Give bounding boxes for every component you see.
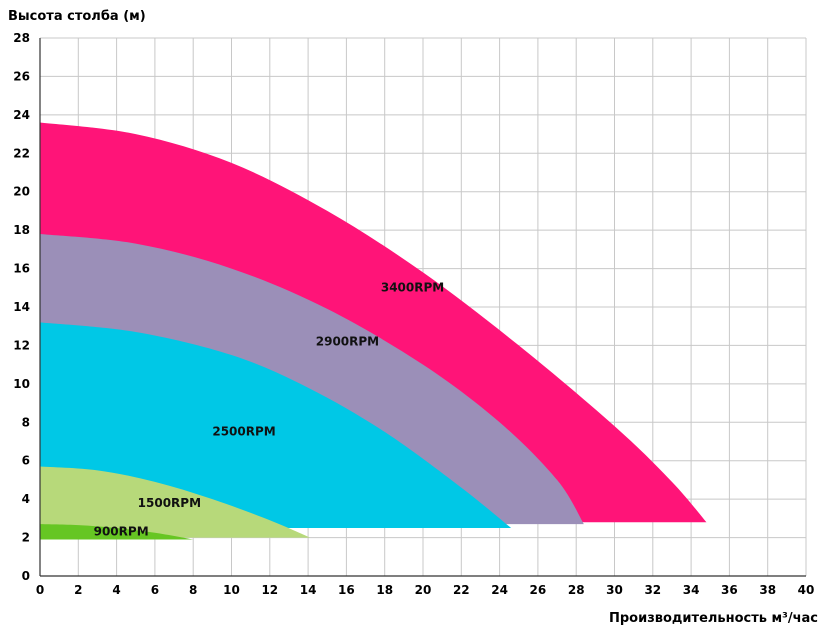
axes bbox=[39, 38, 806, 577]
curve-label-900rpm: 900RPM bbox=[94, 525, 149, 539]
x-tick-label: 4 bbox=[112, 583, 120, 597]
curve-labels: 3400RPM 2900RPM 2500RPM 1500RPM 900RPM bbox=[94, 281, 445, 539]
x-tick-label: 24 bbox=[491, 583, 508, 597]
y-tick-label: 4 bbox=[22, 492, 30, 506]
x-tick-label: 0 bbox=[36, 583, 44, 597]
y-tick-label: 26 bbox=[13, 69, 30, 83]
y-tick-label: 12 bbox=[13, 338, 30, 352]
x-tick-label: 38 bbox=[759, 583, 776, 597]
y-tick-label: 24 bbox=[13, 108, 30, 122]
x-tick-label: 36 bbox=[721, 583, 738, 597]
y-tick-label: 8 bbox=[22, 415, 30, 429]
x-tick-label: 16 bbox=[338, 583, 355, 597]
y-tick-label: 28 bbox=[13, 31, 30, 45]
x-tick-label: 18 bbox=[376, 583, 393, 597]
curve-label-3400rpm: 3400RPM bbox=[381, 281, 444, 295]
x-tick-label: 12 bbox=[261, 583, 278, 597]
curve-areas bbox=[40, 122, 707, 540]
y-tick-label: 10 bbox=[13, 377, 30, 391]
y-tick-label: 16 bbox=[13, 262, 30, 276]
y-axis-title: Высота столба (м) bbox=[8, 9, 146, 24]
area-2500rpm bbox=[40, 322, 512, 528]
y-tick-label: 2 bbox=[22, 531, 30, 545]
x-tick-label: 10 bbox=[223, 583, 240, 597]
area-1500rpm bbox=[40, 466, 311, 538]
curve-label-2900rpm: 2900RPM bbox=[316, 334, 379, 348]
y-tick-label: 0 bbox=[22, 569, 30, 583]
x-tick-label: 40 bbox=[798, 583, 815, 597]
x-tick-label: 32 bbox=[644, 583, 661, 597]
x-tick-label: 8 bbox=[189, 583, 197, 597]
x-tick-label: 22 bbox=[453, 583, 470, 597]
x-tick-label: 30 bbox=[606, 583, 623, 597]
x-axis-title: Производительность м³/час bbox=[609, 611, 818, 626]
x-tick-label: 14 bbox=[300, 583, 317, 597]
x-tick-label: 26 bbox=[530, 583, 547, 597]
x-tick-label: 2 bbox=[74, 583, 82, 597]
x-tick-label: 20 bbox=[415, 583, 432, 597]
area-900rpm bbox=[40, 524, 194, 540]
curve-label-2500rpm: 2500RPM bbox=[212, 425, 275, 439]
y-tick-label: 20 bbox=[13, 185, 30, 199]
x-tick-label: 34 bbox=[683, 583, 700, 597]
curve-label-1500rpm: 1500RPM bbox=[138, 496, 201, 510]
x-tick-labels: 0 2 4 6 8 10 12 14 16 18 20 22 24 26 28 30 32 34 36 38 40 bbox=[36, 583, 815, 597]
y-tick-label: 6 bbox=[22, 454, 30, 468]
y-tick-label: 14 bbox=[13, 300, 30, 314]
x-tick-label: 28 bbox=[568, 583, 585, 597]
y-tick-label: 18 bbox=[13, 223, 30, 237]
x-tick-label: 6 bbox=[151, 583, 159, 597]
y-tick-label: 22 bbox=[13, 146, 30, 160]
